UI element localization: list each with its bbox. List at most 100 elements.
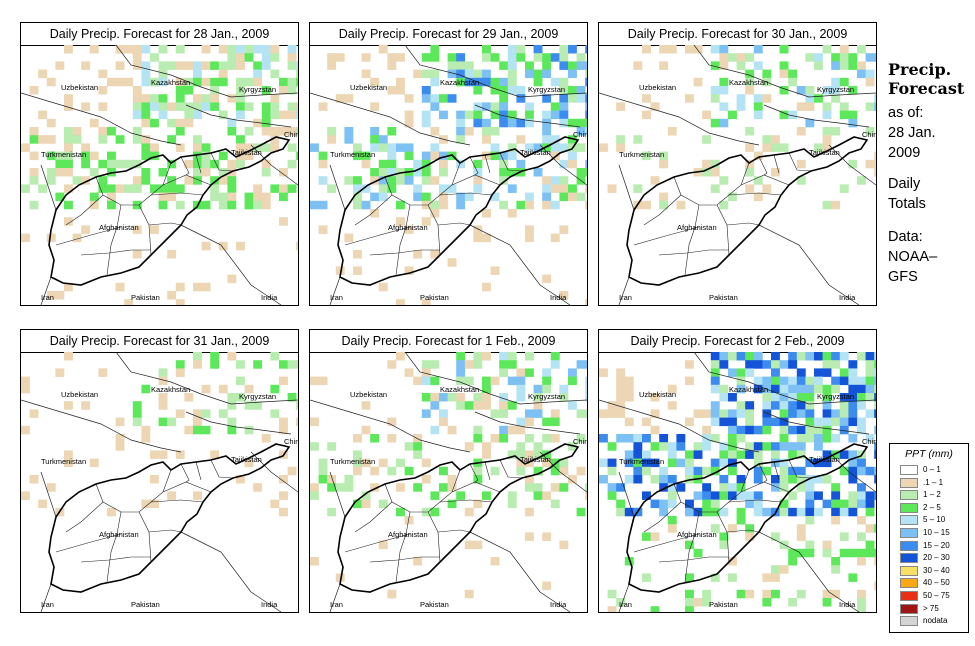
precip-cell (46, 151, 56, 161)
precip-cell (439, 200, 448, 210)
precip-cell (124, 45, 134, 54)
precip-cell (822, 409, 832, 418)
precip-cell (193, 61, 202, 70)
precip-cell (404, 442, 414, 451)
precip-cell (327, 442, 337, 451)
precip-cell (227, 274, 237, 284)
precip-cell (124, 299, 134, 305)
legend-swatch (900, 502, 918, 513)
precip-cell (201, 168, 211, 177)
precip-cell (253, 483, 263, 492)
precip-cell (874, 548, 876, 558)
precip-cell (874, 491, 876, 500)
precip-cell (685, 589, 694, 599)
precip-cell (184, 176, 194, 185)
province-border (684, 511, 700, 583)
precip-cell (396, 53, 405, 62)
precip-cell (421, 159, 431, 169)
precip-cell (447, 53, 457, 62)
precip-cell (736, 102, 746, 111)
precip-cell (64, 135, 73, 144)
precip-cell (464, 61, 474, 70)
precip-cell (361, 151, 371, 161)
precip-cell (150, 118, 159, 128)
precip-cell (857, 401, 866, 410)
precip-cell (404, 176, 414, 185)
precip-cell (132, 184, 142, 193)
precip-cell (831, 434, 841, 443)
precip-cell (642, 151, 651, 161)
precip-cell (559, 61, 569, 70)
precip-cell (576, 94, 586, 103)
precip-cell (193, 491, 202, 500)
totals-line: Daily (888, 176, 921, 192)
precip-cell (839, 352, 849, 361)
precip-cell (745, 442, 755, 451)
map-label-china: China (573, 130, 587, 139)
precip-cell (585, 159, 587, 169)
province-border (195, 154, 202, 174)
map-label-kazakhstan: Kazakhstan (729, 78, 768, 87)
precip-cell (335, 94, 345, 103)
precip-cell (490, 466, 500, 476)
precip-cell (361, 491, 371, 500)
map-label-india: India (839, 600, 856, 609)
precip-cell (831, 557, 841, 566)
precip-cell (568, 376, 577, 386)
precip-cell (421, 299, 431, 305)
precip-cell (839, 450, 849, 459)
precip-cell (201, 409, 211, 418)
precip-cell (482, 151, 491, 161)
country-border (599, 92, 760, 146)
precip-cell (719, 200, 729, 210)
map-label-uzbekistan: Uzbekistan (350, 83, 387, 92)
precip-cell (796, 475, 806, 484)
precip-cell (525, 225, 534, 234)
precip-cell (753, 176, 763, 185)
precip-cell (413, 192, 423, 202)
precip-cell (568, 118, 577, 128)
precip-cell (542, 581, 552, 591)
precip-cell (464, 401, 474, 410)
precip-cell (413, 450, 423, 459)
precip-cell (430, 94, 440, 103)
province-border (395, 204, 411, 276)
precip-cell (482, 45, 491, 54)
precip-cell (124, 184, 134, 193)
precip-cell (490, 557, 500, 566)
precip-cell (702, 168, 712, 177)
precip-cell (659, 151, 669, 161)
precip-cell (378, 540, 388, 550)
legend-swatch (900, 616, 918, 627)
precip-cell (132, 53, 142, 62)
precip-cell (667, 458, 677, 468)
precip-cell (788, 507, 798, 517)
precip-cell (525, 417, 534, 427)
precip-cell (473, 225, 483, 234)
precip-cell (814, 417, 823, 427)
precip-cell (525, 352, 534, 361)
province-border (633, 533, 700, 553)
precip-cell (568, 192, 577, 202)
precip-cell (413, 434, 423, 443)
precip-cell (175, 102, 185, 111)
precip-cell (736, 516, 746, 525)
precip-cell (710, 434, 720, 443)
precip-cell (702, 491, 712, 500)
legend-label: > 75 (923, 603, 939, 613)
precip-cell (287, 393, 297, 402)
precip-cell (193, 352, 202, 361)
precip-cell (227, 417, 237, 427)
legend-item: 15 – 20 (900, 540, 962, 552)
precip-cell (874, 159, 876, 169)
precip-cell (805, 425, 815, 435)
precip-cell (167, 491, 177, 500)
precip-cell (659, 434, 669, 443)
precip-cell (831, 409, 841, 418)
precip-cell (568, 475, 577, 484)
precip-cell (848, 393, 858, 402)
map-label-kazakhstan: Kazakhstan (151, 78, 190, 87)
precip-cell (525, 143, 534, 152)
totals-line: Totals (888, 196, 926, 212)
precip-cell (693, 507, 703, 517)
